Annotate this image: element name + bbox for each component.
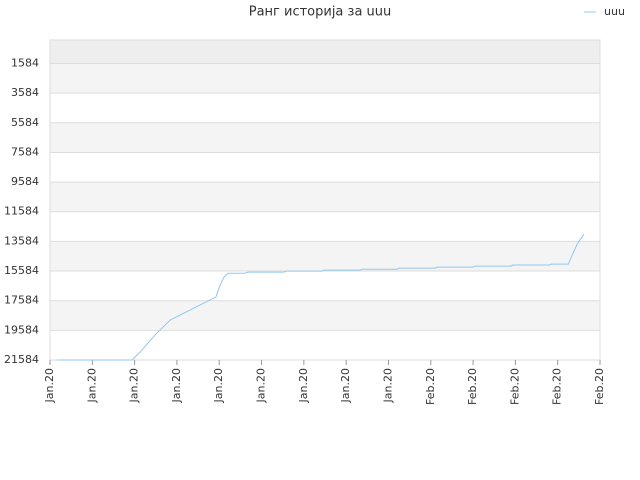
x-tick-label: Jan.20 (255, 368, 268, 403)
x-tick-label: Feb.20 (466, 368, 479, 405)
x-tick-label: Jan.20 (339, 368, 352, 403)
plot-band (50, 182, 600, 212)
y-tick-label: 17584 (4, 294, 39, 307)
y-tick-label: 11584 (4, 205, 39, 218)
x-tick-label: Feb.20 (424, 368, 437, 405)
plot-band (50, 211, 600, 242)
x-tick-label: Feb.20 (551, 368, 564, 405)
y-tick-label: 1584 (11, 56, 39, 69)
plot-band (50, 152, 600, 183)
x-tick-label: Jan.20 (85, 368, 98, 403)
plot-band (50, 93, 600, 123)
y-tick-label: 7584 (11, 145, 39, 158)
x-tick-label: Jan.20 (381, 368, 394, 403)
chart-title: Ранг историја за uuu (249, 5, 392, 20)
plot-band (50, 271, 600, 301)
legend-label: uuu (604, 5, 625, 18)
y-tick-label: 5584 (11, 116, 39, 129)
plot-band (50, 122, 600, 153)
plot-band (50, 300, 600, 331)
plot-band (50, 40, 600, 64)
y-tick-label: 21584 (4, 353, 39, 366)
x-tick-label: Feb.20 (508, 368, 521, 405)
x-tick-label: Jan.20 (170, 368, 183, 403)
x-tick-label: Jan.20 (212, 368, 225, 403)
y-tick-label: 9584 (11, 175, 39, 188)
x-tick-label: Jan.20 (128, 368, 141, 403)
plot-band (50, 241, 600, 272)
x-tick-label: Jan.20 (297, 368, 310, 403)
x-tick-label: Feb.20 (593, 368, 606, 405)
plot-band (50, 63, 600, 94)
y-tick-label: 3584 (11, 86, 39, 99)
y-tick-label: 15584 (4, 264, 39, 277)
plot-band (50, 330, 600, 360)
y-tick-label: 13584 (4, 234, 39, 247)
y-tick-label: 19584 (4, 323, 39, 336)
x-tick-label: Jan.20 (43, 368, 56, 403)
line (57, 233, 585, 361)
